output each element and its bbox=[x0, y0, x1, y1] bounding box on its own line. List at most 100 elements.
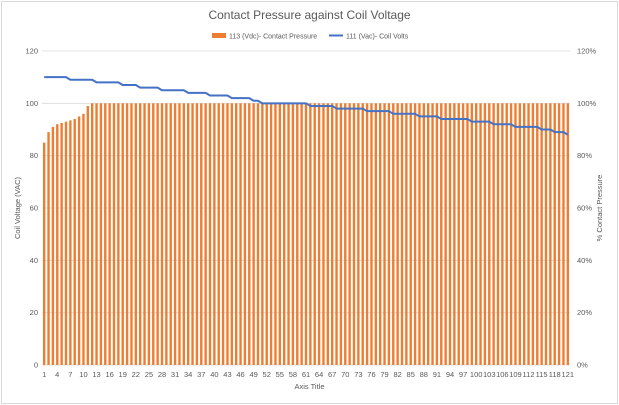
bar-89 bbox=[426, 103, 430, 365]
bar-29 bbox=[165, 103, 168, 365]
bar-66 bbox=[326, 103, 330, 365]
bar-48 bbox=[248, 103, 251, 365]
bar-117 bbox=[549, 103, 552, 365]
bar-24 bbox=[143, 103, 146, 365]
bar-79 bbox=[383, 103, 386, 365]
bar-105 bbox=[496, 103, 500, 365]
x-tick-label: 19 bbox=[119, 370, 127, 379]
bar-63 bbox=[313, 103, 316, 365]
bar-78 bbox=[378, 103, 382, 365]
left-tick-label: 100 bbox=[25, 99, 38, 108]
x-tick-label: 25 bbox=[145, 370, 153, 379]
bar-37 bbox=[200, 103, 203, 365]
bar-110 bbox=[518, 103, 522, 365]
bar-38 bbox=[204, 103, 207, 365]
bar-46 bbox=[239, 103, 242, 365]
bar-107 bbox=[505, 103, 508, 365]
right-tick-label: 120% bbox=[577, 47, 597, 56]
bar-65 bbox=[322, 103, 325, 365]
bar-18 bbox=[117, 103, 120, 365]
x-tick-label: 55 bbox=[276, 370, 284, 379]
bar-119 bbox=[557, 103, 561, 365]
bar-71 bbox=[348, 103, 351, 365]
bar-99 bbox=[470, 103, 474, 365]
bar-6 bbox=[64, 121, 68, 366]
bar-50 bbox=[256, 103, 260, 365]
x-tick-label: 58 bbox=[289, 370, 297, 379]
bar-111 bbox=[522, 103, 526, 365]
left-tick-label: 0 bbox=[34, 361, 38, 370]
bar-54 bbox=[274, 103, 277, 365]
x-tick-label: 43 bbox=[223, 370, 231, 379]
bar-86 bbox=[413, 103, 417, 365]
x-tick-label: 109 bbox=[509, 370, 522, 379]
x-tick-label: 112 bbox=[523, 370, 535, 379]
bar-62 bbox=[309, 103, 312, 365]
bar-73 bbox=[357, 103, 360, 365]
bar-94 bbox=[448, 103, 452, 365]
bar-33 bbox=[182, 103, 186, 365]
bar-80 bbox=[387, 103, 391, 365]
right-tick-label: 20% bbox=[577, 308, 592, 317]
bar-19 bbox=[121, 103, 124, 365]
x-tick-label: 118 bbox=[549, 370, 561, 379]
left-tick-label: 20 bbox=[30, 308, 38, 317]
right-axis-title: % Contact Pressure bbox=[595, 175, 604, 242]
left-tick-label: 120 bbox=[25, 47, 38, 56]
left-axis-ticks: 0 20 40 60 80 100 120 bbox=[25, 47, 38, 370]
bar-93 bbox=[444, 103, 447, 365]
bar-7 bbox=[69, 120, 72, 365]
bar-113 bbox=[531, 103, 535, 365]
x-tick-label: 97 bbox=[459, 370, 467, 379]
bar-104 bbox=[492, 103, 495, 365]
x-tick-label: 1 bbox=[42, 370, 46, 379]
bar-42 bbox=[221, 103, 225, 365]
bar-9 bbox=[77, 116, 81, 366]
bar-95 bbox=[453, 103, 456, 365]
bar-75 bbox=[365, 103, 369, 365]
bar-98 bbox=[466, 103, 469, 365]
bar-36 bbox=[195, 103, 199, 365]
x-tick-label: 106 bbox=[496, 370, 509, 379]
x-tick-label: 7 bbox=[68, 370, 72, 379]
bar-1 bbox=[42, 142, 46, 365]
contact-pressure-bars bbox=[42, 103, 570, 366]
bar-2 bbox=[47, 132, 50, 365]
bar-14 bbox=[99, 103, 103, 365]
bar-49 bbox=[252, 103, 255, 365]
bar-103 bbox=[488, 103, 491, 365]
bar-16 bbox=[108, 103, 111, 365]
x-tick-label: 67 bbox=[328, 370, 336, 379]
legend: 113 (Vdc)- Contact Pressure 111 (Vac)- C… bbox=[212, 33, 409, 41]
x-tick-label: 88 bbox=[420, 370, 428, 379]
right-tick-label: 60% bbox=[577, 204, 592, 213]
x-tick-label: 121 bbox=[562, 370, 575, 379]
right-axis-ticks: 0% 20% 40% 60% 80% 100% 120% bbox=[577, 47, 597, 370]
bar-34 bbox=[186, 103, 190, 365]
bar-10 bbox=[82, 113, 85, 365]
bar-64 bbox=[317, 103, 321, 365]
bar-101 bbox=[479, 103, 482, 365]
left-tick-label: 80 bbox=[30, 151, 38, 160]
x-tick-label: 94 bbox=[446, 370, 454, 379]
bar-84 bbox=[405, 103, 408, 365]
x-tick-label: 82 bbox=[393, 370, 401, 379]
bar-45 bbox=[234, 103, 238, 365]
bar-109 bbox=[514, 103, 517, 365]
bar-5 bbox=[60, 122, 63, 365]
bar-92 bbox=[440, 103, 443, 365]
left-tick-label: 60 bbox=[30, 204, 38, 213]
x-tick-label: 103 bbox=[483, 370, 496, 379]
bar-57 bbox=[287, 103, 290, 365]
bar-97 bbox=[461, 103, 465, 365]
bar-102 bbox=[483, 103, 487, 365]
bar-51 bbox=[261, 103, 264, 365]
bar-87 bbox=[418, 103, 421, 365]
bar-88 bbox=[422, 103, 426, 365]
bar-13 bbox=[95, 103, 98, 365]
bar-114 bbox=[536, 103, 539, 365]
bar-28 bbox=[160, 103, 164, 365]
bar-44 bbox=[230, 103, 234, 365]
bar-69 bbox=[339, 103, 343, 365]
bar-52 bbox=[265, 103, 268, 365]
